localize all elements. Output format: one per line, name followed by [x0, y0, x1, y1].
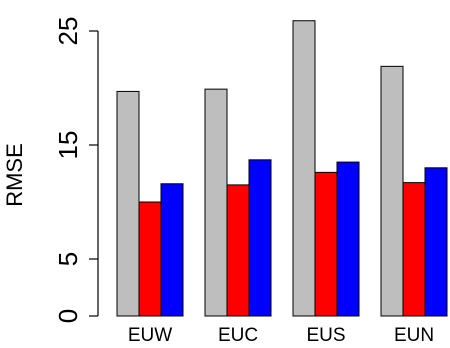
- bar-eun-series-2: [402, 182, 426, 317]
- y-tick-label: 0: [53, 309, 83, 323]
- bars: [116, 20, 448, 317]
- bar-eun-series-3: [424, 167, 448, 317]
- x-category-label: EUW: [128, 325, 172, 346]
- x-category-label: EUS: [306, 325, 345, 346]
- x-category-label: EUN: [394, 325, 434, 346]
- bar-euw-series-2: [138, 201, 162, 317]
- bar-euw-series-3: [160, 183, 184, 317]
- y-tick-label: 5: [53, 252, 83, 266]
- x-category-label: EUC: [218, 325, 258, 346]
- bar-euc-series-1: [204, 88, 228, 317]
- y-axis-label: RMSE: [2, 143, 27, 207]
- bar-euc-series-3: [248, 159, 272, 317]
- bar-eus-series-3: [336, 161, 360, 317]
- x-axis-labels: EUW EUC EUS EUN: [128, 325, 434, 346]
- bar-eun-series-1: [380, 65, 404, 317]
- bar-euw-series-1: [116, 90, 140, 317]
- bar-euc-series-2: [226, 184, 250, 317]
- bar-eus-series-2: [314, 171, 338, 317]
- y-tick-label: 15: [53, 131, 83, 160]
- y-axis: 0 5 15 25: [53, 17, 99, 323]
- y-tick-label: 25: [53, 17, 83, 46]
- bar-eus-series-1: [292, 20, 316, 317]
